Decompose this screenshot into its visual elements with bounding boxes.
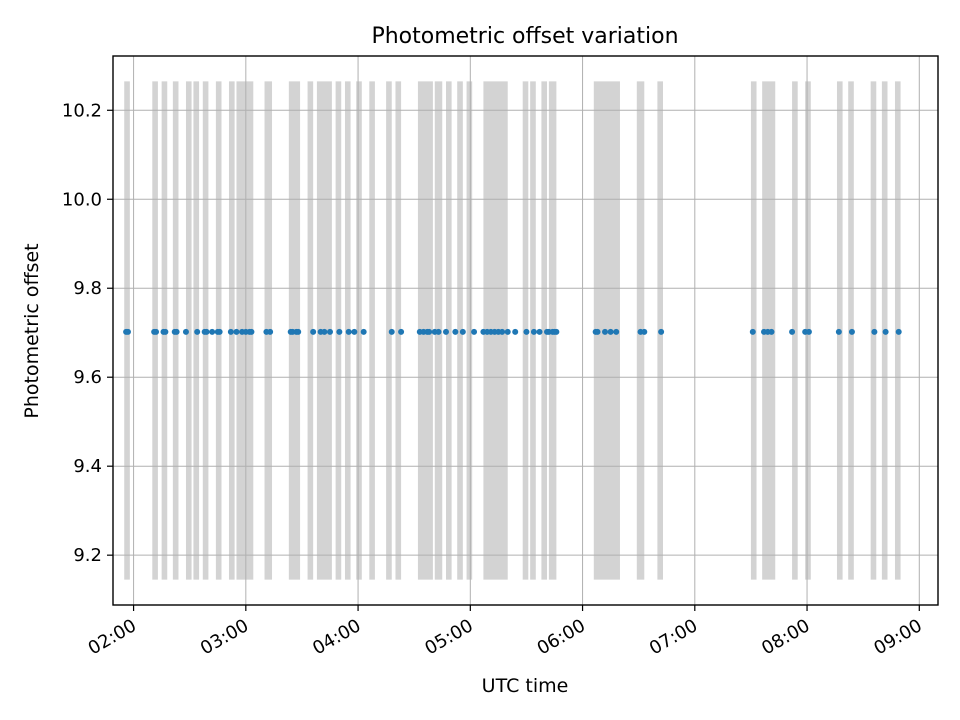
data-point <box>530 328 537 335</box>
y-tick-label: 9.6 <box>73 367 102 388</box>
y-tick-label: 9.4 <box>73 456 102 477</box>
x-tick-label: 02:00 <box>85 615 140 659</box>
data-point <box>895 328 902 335</box>
data-point <box>658 328 665 335</box>
data-point <box>641 328 648 335</box>
data-points <box>123 328 902 335</box>
x-tick-label: 08:00 <box>758 615 813 659</box>
data-point <box>248 328 255 335</box>
shaded-span <box>369 81 375 580</box>
y-axis-ticks: 9.2 9.4 9.6 9.8 10.0 10.2 <box>62 100 113 566</box>
x-tick-label: 07:00 <box>646 615 701 659</box>
data-point <box>327 328 334 335</box>
y-tick-label: 9.8 <box>73 278 102 299</box>
data-point <box>345 328 352 335</box>
x-tick-label: 05:00 <box>421 615 476 659</box>
data-point <box>360 328 367 335</box>
data-point <box>227 328 234 335</box>
data-point <box>459 328 466 335</box>
shaded-span <box>185 81 192 580</box>
shaded-span <box>307 81 314 580</box>
y-tick-label: 9.2 <box>73 545 102 566</box>
data-point <box>310 328 317 335</box>
data-point <box>442 328 449 335</box>
shaded-span <box>541 81 548 580</box>
data-point <box>536 328 543 335</box>
data-point <box>194 328 201 335</box>
data-point <box>499 328 506 335</box>
data-point <box>209 328 216 335</box>
data-point <box>203 328 210 335</box>
data-point <box>594 328 601 335</box>
x-tick-label: 03:00 <box>197 615 252 659</box>
data-point <box>471 328 478 335</box>
data-point <box>216 328 223 335</box>
data-point <box>602 328 609 335</box>
shaded-span <box>356 81 362 580</box>
shaded-span <box>457 81 463 580</box>
data-point <box>848 328 855 335</box>
data-point <box>321 328 328 335</box>
shaded-span <box>445 81 452 580</box>
data-point <box>523 328 530 335</box>
data-point <box>435 328 442 335</box>
data-point <box>768 328 775 335</box>
y-axis-label: Photometric offset <box>21 243 43 418</box>
y-tick-label: 10.2 <box>62 100 102 121</box>
y-tick-label: 10.0 <box>62 189 102 210</box>
data-point <box>553 328 560 335</box>
data-point <box>351 328 358 335</box>
plot-frame <box>112 55 939 606</box>
data-point <box>182 328 189 335</box>
data-point <box>173 328 180 335</box>
x-axis-label: UTC time <box>482 675 569 697</box>
data-point <box>504 328 511 335</box>
data-point <box>805 328 812 335</box>
data-point <box>835 328 842 335</box>
data-point <box>162 328 169 335</box>
data-point <box>124 328 131 335</box>
x-tick-label: 04:00 <box>309 615 364 659</box>
shaded-span <box>395 81 402 580</box>
shaded-span <box>792 81 798 580</box>
x-tick-label: 06:00 <box>534 615 589 659</box>
data-point <box>452 328 459 335</box>
data-point <box>749 328 756 335</box>
data-point <box>336 328 343 335</box>
data-point <box>295 328 302 335</box>
data-point <box>426 328 433 335</box>
data-point <box>398 328 405 335</box>
data-point <box>789 328 796 335</box>
data-point <box>233 328 240 335</box>
data-point <box>512 328 519 335</box>
data-point <box>613 328 620 335</box>
data-point <box>607 328 614 335</box>
shaded-span <box>466 81 473 580</box>
shaded-span <box>386 81 392 580</box>
x-axis-ticks: 02:00 03:00 04:00 05:00 06:00 07:00 08:00 09:00 <box>85 605 926 659</box>
data-point <box>871 328 878 335</box>
data-point <box>388 328 395 335</box>
x-tick-label: 09:00 <box>870 615 925 659</box>
chart-title: Photometric offset variation <box>371 24 678 49</box>
data-point <box>267 328 274 335</box>
data-point <box>882 328 889 335</box>
data-point <box>153 328 160 335</box>
